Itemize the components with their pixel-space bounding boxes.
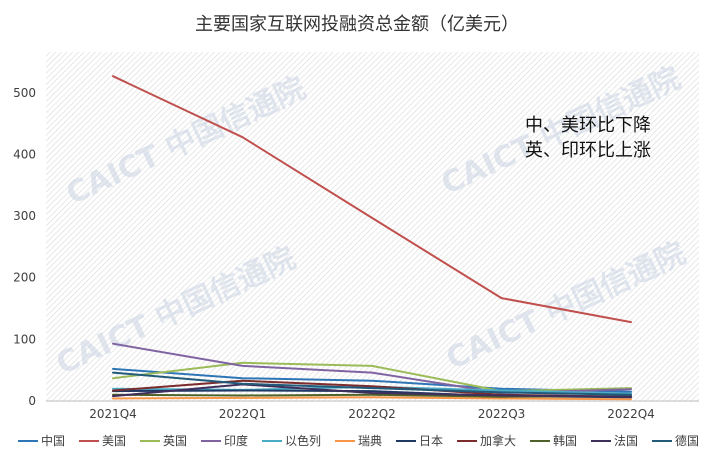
annotation-line-2: 英、印环比上涨	[525, 140, 651, 161]
legend-item: 中国	[18, 433, 65, 448]
y-tick-label: 100	[13, 332, 36, 346]
x-tick-label: 2021Q4	[89, 407, 137, 421]
y-tick-label: 300	[13, 209, 36, 223]
y-tick-label: 0	[28, 394, 36, 408]
y-tick-label: 400	[13, 147, 36, 161]
x-axis: 2021Q4 2022Q1 2022Q2 2022Q3 2022Q4	[89, 407, 655, 421]
legend-item: 法国	[591, 434, 638, 448]
y-tick-label: 500	[13, 86, 36, 100]
legend-item: 日本	[396, 434, 443, 448]
legend-item: 韩国	[530, 433, 577, 448]
y-tick-label: 200	[13, 271, 36, 285]
legend-item: 美国	[79, 434, 126, 448]
legend-item: 瑞典	[335, 434, 382, 448]
chart-title: 主要国家互联网投融资总金额（亿美元）	[195, 14, 519, 35]
series-line-德国	[112, 371, 632, 396]
annotation-line-1: 中、美环比下降	[525, 115, 651, 136]
legend: 中国 美国 英国 印度 以色列 瑞典 日本 加拿大 韩国 法国 德国	[18, 433, 699, 448]
legend-label: 印度	[224, 433, 248, 448]
legend-label: 美国	[102, 434, 126, 448]
y-axis: 0 100 200 300 400 500	[13, 86, 36, 408]
series-line-美国	[112, 75, 632, 324]
x-tick-label: 2022Q3	[478, 407, 526, 421]
plot-area	[46, 52, 699, 402]
legend-item: 印度	[201, 433, 248, 448]
series-line-英国	[112, 361, 632, 393]
legend-item: 英国	[140, 434, 187, 448]
series-line-法国	[112, 383, 632, 398]
legend-label: 以色列	[285, 434, 321, 448]
legend-label: 瑞典	[358, 434, 382, 448]
legend-item: 德国	[652, 433, 699, 448]
legend-label: 加拿大	[480, 433, 516, 448]
legend-label: 中国	[41, 433, 65, 448]
legend-label: 英国	[163, 434, 187, 448]
legend-item: 加拿大	[457, 433, 516, 448]
x-tick-label: 2022Q2	[348, 407, 396, 421]
legend-label: 韩国	[553, 433, 577, 448]
series-line-瑞典	[112, 396, 632, 401]
series-lines	[112, 75, 632, 401]
legend-item: 以色列	[262, 434, 321, 448]
x-tick-label: 2022Q4	[607, 407, 655, 421]
legend-label: 日本	[419, 434, 443, 448]
legend-label: 法国	[614, 434, 638, 448]
legend-label: 德国	[675, 433, 699, 448]
x-tick-label: 2022Q1	[219, 407, 267, 421]
